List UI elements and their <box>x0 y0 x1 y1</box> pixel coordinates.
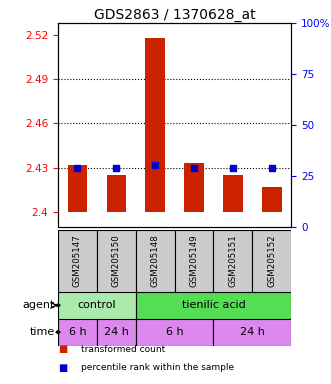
Bar <box>213 230 252 292</box>
Bar <box>213 319 291 346</box>
Text: 24 h: 24 h <box>240 327 265 337</box>
Bar <box>97 319 136 346</box>
Bar <box>58 319 97 346</box>
Text: agent: agent <box>22 300 55 310</box>
Title: GDS2863 / 1370628_at: GDS2863 / 1370628_at <box>94 8 256 22</box>
Text: 6 h: 6 h <box>69 327 86 337</box>
Bar <box>184 163 204 212</box>
Bar <box>136 292 291 319</box>
Bar <box>107 175 126 212</box>
Text: 24 h: 24 h <box>104 327 129 337</box>
Text: GSM205151: GSM205151 <box>228 235 237 288</box>
Text: ■: ■ <box>58 344 67 354</box>
Text: GSM205149: GSM205149 <box>190 235 199 288</box>
Text: 6 h: 6 h <box>166 327 183 337</box>
Text: ■: ■ <box>58 363 67 373</box>
Bar <box>252 230 291 292</box>
Text: GSM205147: GSM205147 <box>73 235 82 288</box>
Text: transformed count: transformed count <box>81 345 166 354</box>
Text: GSM205150: GSM205150 <box>112 235 121 288</box>
Text: time: time <box>29 327 55 337</box>
Text: GSM205152: GSM205152 <box>267 235 276 288</box>
Bar <box>145 38 165 212</box>
Bar <box>136 319 213 346</box>
Text: percentile rank within the sample: percentile rank within the sample <box>81 363 234 372</box>
Text: tienilic acid: tienilic acid <box>182 300 245 310</box>
Bar <box>97 230 136 292</box>
Text: control: control <box>77 300 116 310</box>
Bar <box>58 230 97 292</box>
Bar <box>223 175 243 212</box>
Bar <box>175 230 213 292</box>
Text: GSM205148: GSM205148 <box>151 235 160 288</box>
Bar <box>136 230 175 292</box>
Bar <box>262 187 282 212</box>
Bar <box>58 292 136 319</box>
Bar <box>68 165 87 212</box>
